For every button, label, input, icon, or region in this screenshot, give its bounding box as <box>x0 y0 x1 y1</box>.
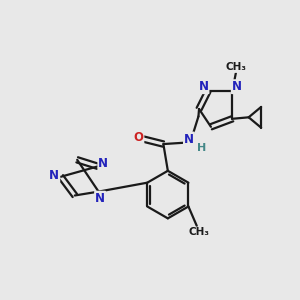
Text: CH₃: CH₃ <box>188 227 209 237</box>
Text: N: N <box>199 80 208 93</box>
Text: N: N <box>95 192 105 205</box>
Text: N: N <box>184 133 194 146</box>
Text: H: H <box>197 143 207 153</box>
Text: N: N <box>49 169 59 182</box>
Text: O: O <box>134 131 143 144</box>
Text: N: N <box>232 80 242 93</box>
Text: CH₃: CH₃ <box>226 62 247 72</box>
Text: N: N <box>98 157 108 170</box>
